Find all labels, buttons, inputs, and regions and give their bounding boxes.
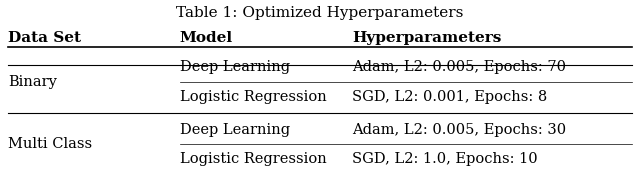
Text: Binary: Binary (8, 75, 56, 89)
Text: Adam, L2: 0.005, Epochs: 70: Adam, L2: 0.005, Epochs: 70 (352, 60, 566, 74)
Text: Table 1: Optimized Hyperparameters: Table 1: Optimized Hyperparameters (176, 6, 464, 20)
Text: Hyperparameters: Hyperparameters (352, 31, 501, 45)
Text: Logistic Regression: Logistic Regression (180, 152, 326, 166)
Text: SGD, L2: 1.0, Epochs: 10: SGD, L2: 1.0, Epochs: 10 (352, 152, 538, 166)
Text: Model: Model (180, 31, 233, 45)
Text: Logistic Regression: Logistic Regression (180, 90, 326, 104)
Text: Data Set: Data Set (8, 31, 81, 45)
Text: Deep Learning: Deep Learning (180, 123, 290, 137)
Text: Multi Class: Multi Class (8, 137, 92, 151)
Text: Adam, L2: 0.005, Epochs: 30: Adam, L2: 0.005, Epochs: 30 (352, 123, 566, 137)
Text: Deep Learning: Deep Learning (180, 60, 290, 74)
Text: SGD, L2: 0.001, Epochs: 8: SGD, L2: 0.001, Epochs: 8 (352, 90, 547, 104)
